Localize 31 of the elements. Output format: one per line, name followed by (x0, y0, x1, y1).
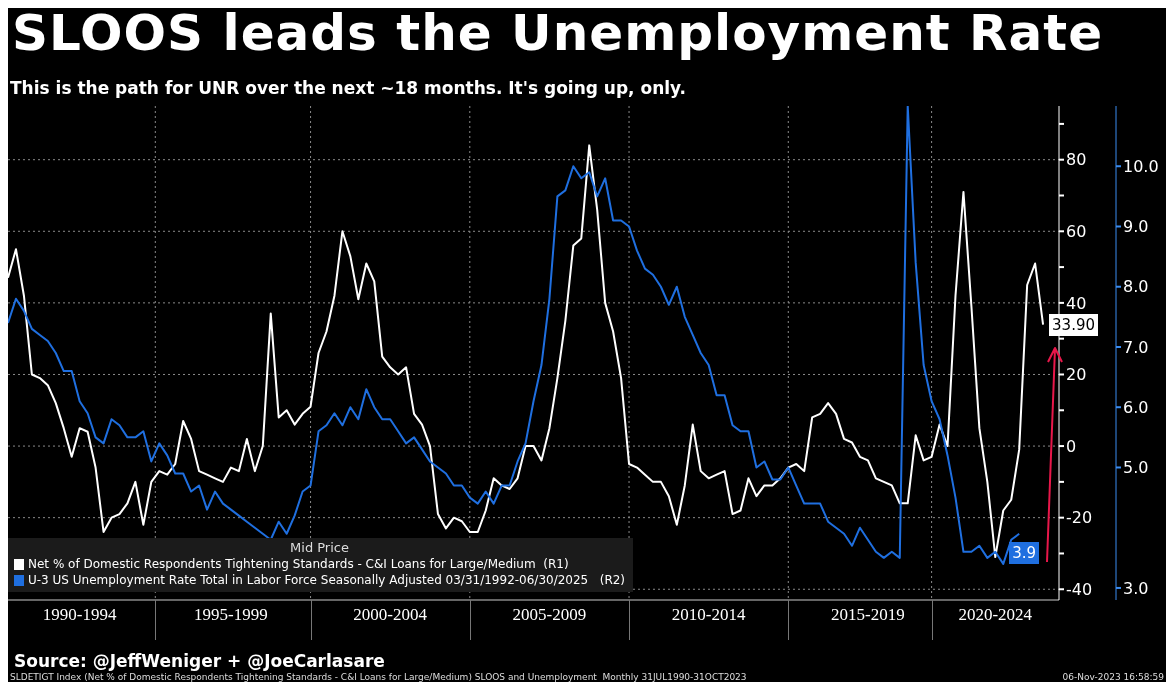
x-tick-label: 1990-1994 (42, 605, 117, 625)
y2-tick-label: 10.0 (1123, 156, 1159, 176)
legend-title: Mid Price (290, 540, 349, 555)
x-tick-label: 1995-1999 (194, 605, 268, 625)
y-tick-label: 40 (1066, 293, 1087, 313)
y-tick-label: 60 (1066, 221, 1087, 241)
x-tick-label: 2015-2019 (831, 605, 905, 625)
legend-label: U-3 US Unemployment Rate Total in Labor Force Seasonally Adjusted 03/31/1992-06/30/2025 (R2) (28, 572, 626, 588)
y-tick-label: 20 (1066, 365, 1087, 385)
y2-tick-label: 8.0 (1123, 277, 1149, 297)
y2-tick-label: 9.0 (1123, 217, 1149, 237)
text: SLDETIGT Index (Net % of Domestic Respondents Tightening Standards - C&I Loans for Large/Medium) SLOOS and Unemployment Monthly 31JUL1990-31OCT2023 (10, 672, 747, 682)
y2-tick-label: 5.0 (1123, 458, 1149, 478)
x-tick-label: 2005-2009 (512, 605, 587, 625)
data-label: 3.9 (1009, 541, 1040, 564)
y-tick-label: 0 (1066, 436, 1077, 456)
x-tick-label: 2010-2014 (671, 605, 746, 625)
y2-tick-label: 6.0 (1123, 397, 1149, 417)
y-tick-label: 80 (1066, 150, 1087, 170)
y2-tick-label: 3.0 (1123, 578, 1149, 598)
source-note: Source: @JeffWeniger + @JoeCarlasare (14, 651, 385, 671)
text: 06-Nov-2023 16:58:59 (1062, 672, 1164, 682)
legend-label: Net % of Domestic Respondents Tightening Standards - C&I Loans for Large/Medium (R1) (28, 556, 569, 572)
y2-tick-label: 7.0 (1123, 337, 1149, 357)
y-tick-label: -20 (1066, 508, 1093, 528)
y-tick-label: -40 (1066, 579, 1093, 599)
chart-title: SLOOS leads the Unemployment Rate (12, 7, 1104, 62)
data-label: 33.90 (1049, 313, 1099, 336)
chart-subtitle: This is the path for UNR over the next ~18 months. It's going up, only. (10, 78, 687, 98)
x-tick-label: 2000-2004 (353, 605, 428, 625)
x-tick-label: 2020-2024 (958, 605, 1033, 625)
